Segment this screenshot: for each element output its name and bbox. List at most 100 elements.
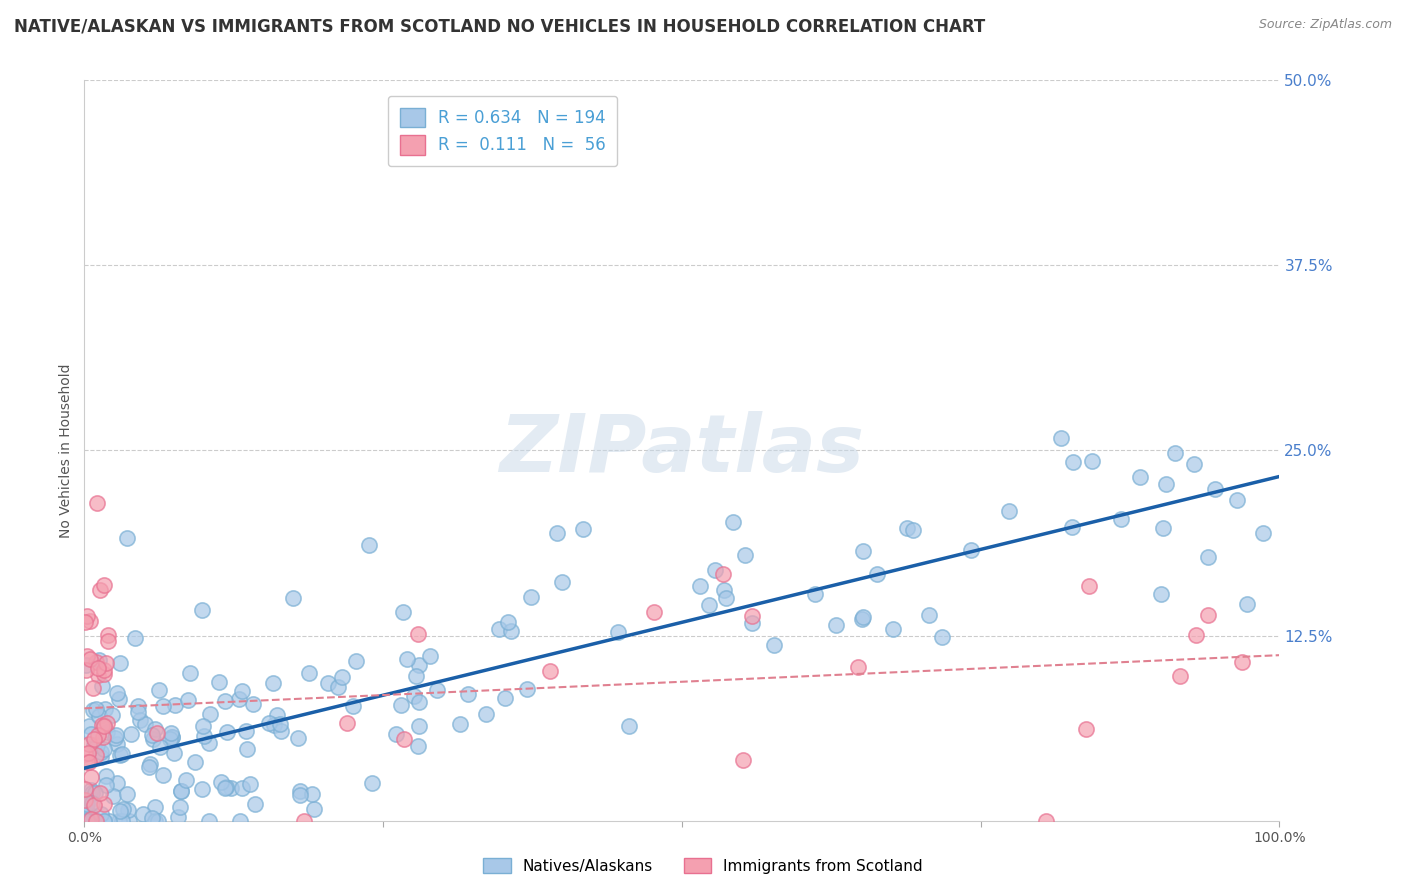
Point: [179, 665, 201, 680]
Point: [94, 701, 117, 715]
Point: [1232, 655, 1254, 669]
Point: [86, 496, 108, 510]
Point: [73, 615, 96, 630]
Point: [77, 719, 100, 733]
Point: [290, 788, 312, 802]
Point: [998, 504, 1021, 518]
Point: [97, 633, 120, 648]
Point: [148, 683, 170, 698]
Point: [1081, 454, 1104, 468]
Point: [96, 716, 118, 731]
Point: [160, 730, 183, 744]
Point: [550, 575, 572, 590]
Point: [457, 687, 479, 701]
Point: [160, 730, 183, 744]
Point: [1251, 526, 1274, 541]
Point: [118, 814, 141, 828]
Point: [84, 814, 107, 828]
Point: [1164, 445, 1187, 459]
Point: [105, 686, 128, 700]
Point: [73, 782, 96, 797]
Point: [200, 707, 222, 722]
Point: [243, 797, 266, 812]
Point: [330, 670, 353, 684]
Point: [145, 800, 167, 814]
Point: [1197, 550, 1219, 565]
Point: [94, 778, 117, 792]
Point: [73, 797, 96, 812]
Point: [269, 716, 291, 731]
Point: [520, 590, 543, 604]
Point: [697, 598, 720, 612]
Point: [607, 625, 630, 640]
Point: [281, 591, 304, 605]
Point: [76, 746, 98, 760]
Point: [83, 798, 105, 813]
Legend: R = 0.634   N = 194, R =  0.111   N =  56: R = 0.634 N = 194, R = 0.111 N = 56: [388, 96, 617, 166]
Point: [1182, 458, 1205, 472]
Point: [357, 538, 380, 552]
Point: [406, 627, 429, 641]
Point: [1236, 597, 1258, 611]
Point: [741, 615, 763, 630]
Point: [1078, 578, 1101, 592]
Point: [84, 748, 107, 763]
Point: [108, 814, 131, 828]
Point: [128, 713, 150, 727]
Point: [87, 653, 110, 667]
Point: [242, 697, 264, 711]
Point: [852, 609, 875, 624]
Point: [228, 692, 250, 706]
Point: [231, 780, 253, 795]
Point: [101, 789, 124, 803]
Point: [193, 729, 215, 743]
Point: [79, 808, 101, 822]
Point: [86, 814, 108, 828]
Point: [763, 638, 786, 652]
Point: [711, 567, 734, 582]
Point: [80, 813, 103, 827]
Point: [97, 628, 120, 642]
Point: [1062, 455, 1084, 469]
Point: [90, 745, 112, 759]
Point: [86, 738, 108, 752]
Point: [1226, 492, 1249, 507]
Point: [79, 755, 101, 769]
Point: [131, 807, 153, 822]
Point: [76, 797, 98, 811]
Point: [83, 738, 105, 752]
Point: [94, 768, 117, 782]
Point: [75, 658, 97, 673]
Point: [80, 770, 103, 784]
Point: [159, 731, 181, 746]
Point: [93, 578, 115, 592]
Point: [734, 548, 756, 562]
Point: [270, 724, 292, 739]
Point: [1156, 476, 1178, 491]
Point: [138, 757, 160, 772]
Point: [408, 658, 430, 673]
Point: [294, 814, 316, 828]
Point: [110, 656, 132, 670]
Point: [108, 804, 131, 818]
Point: [499, 624, 522, 639]
Point: [90, 807, 112, 822]
Point: [1074, 722, 1097, 736]
Point: [76, 814, 98, 828]
Point: [263, 718, 285, 732]
Point: [703, 563, 725, 577]
Point: [148, 814, 170, 828]
Point: [91, 730, 114, 744]
Point: [643, 605, 665, 619]
Point: [93, 719, 115, 733]
Point: [93, 814, 115, 828]
Point: [83, 732, 105, 747]
Point: [191, 782, 214, 797]
Point: [82, 703, 104, 717]
Point: [804, 587, 827, 601]
Point: [111, 814, 134, 828]
Point: [93, 718, 115, 732]
Point: [84, 655, 107, 669]
Point: [1129, 470, 1152, 484]
Point: [111, 747, 134, 761]
